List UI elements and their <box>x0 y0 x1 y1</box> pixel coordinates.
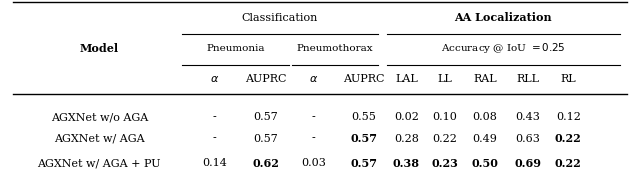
Text: LL: LL <box>437 74 452 84</box>
Text: 0.03: 0.03 <box>301 158 326 168</box>
Text: 0.49: 0.49 <box>473 134 497 143</box>
Text: $\alpha$: $\alpha$ <box>309 74 318 84</box>
Text: RL: RL <box>561 74 576 84</box>
Text: 0.43: 0.43 <box>516 112 540 122</box>
Text: AUPRC: AUPRC <box>245 74 286 84</box>
Text: Pneumothorax: Pneumothorax <box>297 44 373 53</box>
Text: 0.02: 0.02 <box>394 112 419 122</box>
Text: Model: Model <box>79 43 119 54</box>
Text: 0.28: 0.28 <box>394 134 419 143</box>
Text: AGXNet w/ AGA + PU: AGXNet w/ AGA + PU <box>38 158 161 168</box>
Text: AGXNet w/ AGA: AGXNet w/ AGA <box>54 134 145 143</box>
Text: 0.14: 0.14 <box>202 158 227 168</box>
Text: 0.57: 0.57 <box>253 112 278 122</box>
Text: RLL: RLL <box>516 74 540 84</box>
Text: 0.55: 0.55 <box>351 112 376 122</box>
Text: Classification: Classification <box>242 13 318 23</box>
Text: Accuracy @ IoU $= 0.25$: Accuracy @ IoU $= 0.25$ <box>441 41 566 55</box>
Text: AGXNet w/o AGA: AGXNet w/o AGA <box>51 112 148 122</box>
Text: 0.10: 0.10 <box>433 112 457 122</box>
Text: 0.08: 0.08 <box>473 112 497 122</box>
Text: 0.57: 0.57 <box>253 134 278 143</box>
Text: RAL: RAL <box>474 74 497 84</box>
Text: 0.23: 0.23 <box>431 158 458 169</box>
Text: 0.57: 0.57 <box>350 133 377 144</box>
Text: Pneumonia: Pneumonia <box>207 44 265 53</box>
Text: 0.12: 0.12 <box>556 112 580 122</box>
Text: 0.63: 0.63 <box>516 134 540 143</box>
Text: AA Localization: AA Localization <box>454 12 552 23</box>
Text: 0.69: 0.69 <box>515 158 541 169</box>
Text: -: - <box>212 112 216 122</box>
Text: 0.57: 0.57 <box>350 158 377 169</box>
Text: 0.50: 0.50 <box>472 158 499 169</box>
Text: -: - <box>312 134 316 143</box>
Text: -: - <box>212 134 216 143</box>
Text: 0.22: 0.22 <box>433 134 457 143</box>
Text: $\alpha$: $\alpha$ <box>210 74 219 84</box>
Text: 0.38: 0.38 <box>393 158 420 169</box>
Text: -: - <box>312 112 316 122</box>
Text: 0.62: 0.62 <box>252 158 279 169</box>
Text: AUPRC: AUPRC <box>343 74 384 84</box>
Text: LAL: LAL <box>395 74 418 84</box>
Text: 0.22: 0.22 <box>555 158 582 169</box>
Text: 0.22: 0.22 <box>555 133 582 144</box>
